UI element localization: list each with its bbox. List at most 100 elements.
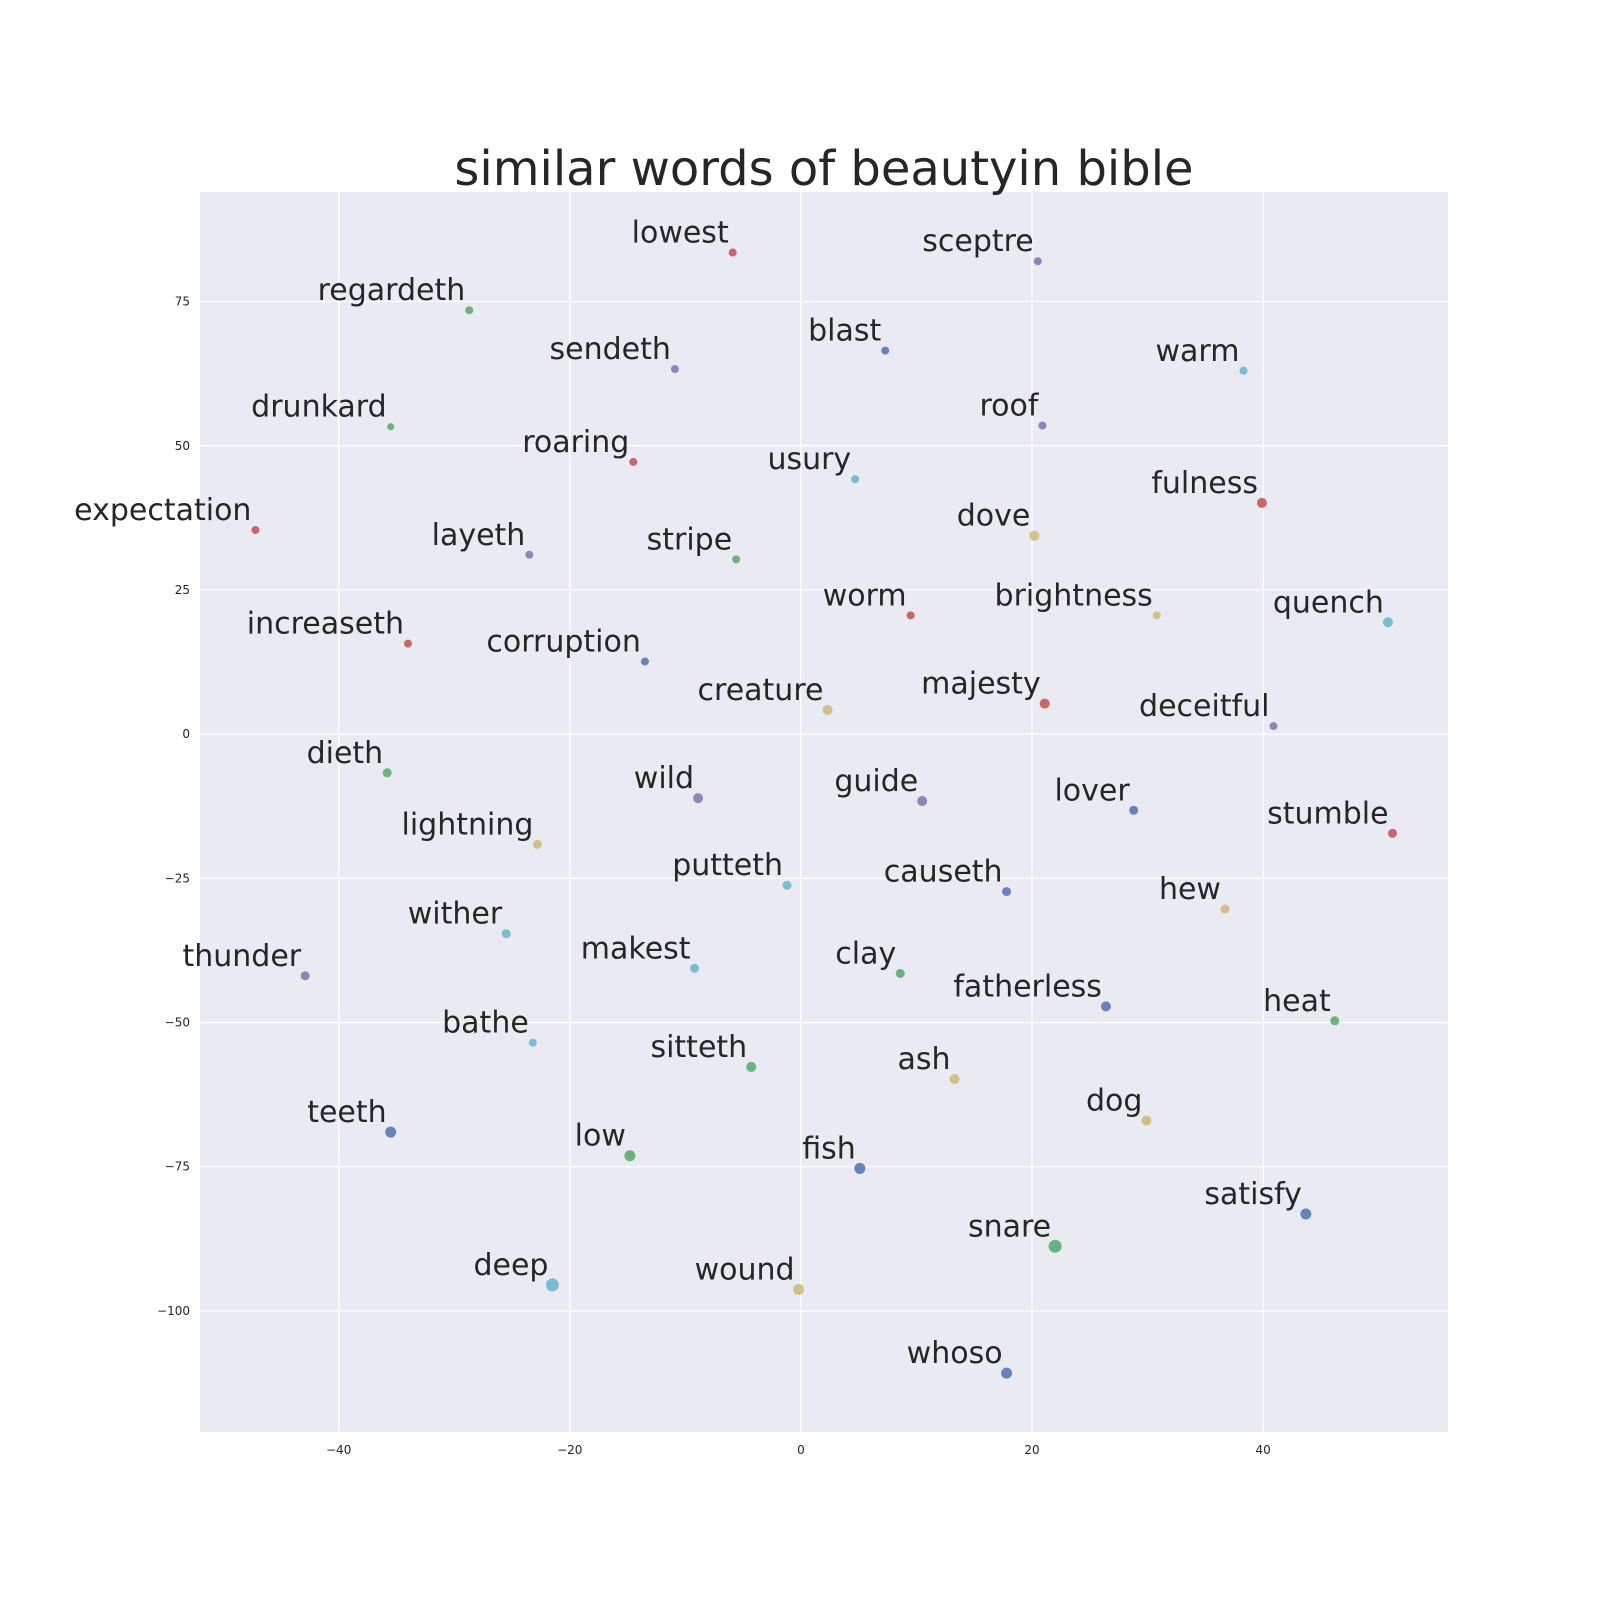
x-tick-label: 20	[1024, 1443, 1039, 1457]
data-point-sceptre	[1033, 257, 1042, 266]
y-tick-label: 50	[175, 439, 190, 453]
data-point-lover	[1129, 805, 1139, 815]
data-point-roaring	[629, 457, 638, 466]
point-label-hew: hew	[1159, 872, 1221, 907]
data-point-dog	[1141, 1115, 1152, 1126]
data-point-bathe	[528, 1038, 537, 1047]
data-point-drunkard	[387, 423, 395, 431]
point-label-creature: creature	[698, 673, 824, 708]
data-point-sitteth	[746, 1061, 757, 1072]
point-label-putteth: putteth	[672, 848, 783, 883]
y-grid-lines	[200, 300, 1448, 1312]
data-point-snare	[1048, 1239, 1062, 1253]
data-point-usury	[851, 475, 860, 484]
point-label-drunkard: drunkard	[251, 390, 386, 425]
point-label-teeth: teeth	[307, 1095, 386, 1130]
data-point-fatherless	[1100, 1001, 1111, 1012]
data-points	[251, 248, 1398, 1379]
point-label-roaring: roaring	[522, 425, 629, 460]
data-point-wound	[793, 1284, 805, 1296]
y-tick-label: −100	[157, 1304, 190, 1318]
word-labels: lowest sceptre regardeth blast sendeth warm dr…	[74, 216, 1388, 1372]
point-label-causeth: causeth	[884, 855, 1003, 890]
data-point-layeth	[525, 550, 534, 559]
point-label-usury: usury	[767, 442, 851, 477]
x-tick-label: −20	[557, 1443, 582, 1457]
point-label-layeth: layeth	[432, 518, 526, 553]
data-point-wither	[501, 929, 511, 939]
point-label-lover: lover	[1054, 773, 1130, 808]
point-label-majesty: majesty	[921, 667, 1041, 702]
point-label-wither: wither	[408, 897, 503, 932]
y-tick-label: −50	[165, 1016, 190, 1030]
point-label-expectation: expectation	[74, 493, 251, 528]
point-label-snare: snare	[968, 1209, 1051, 1244]
data-point-deceitful	[1269, 722, 1278, 731]
data-point-sendeth	[670, 365, 679, 374]
x-grid-lines	[338, 192, 1264, 1432]
y-tick-label: 25	[175, 583, 190, 597]
y-tick-label: −25	[165, 871, 190, 885]
point-label-dog: dog	[1086, 1084, 1142, 1119]
data-point-brightness	[1152, 611, 1161, 620]
data-point-dieth	[382, 768, 392, 778]
data-point-lightning	[532, 839, 542, 849]
point-label-sitteth: sitteth	[650, 1030, 747, 1065]
data-point-expectation	[251, 525, 260, 534]
data-point-teeth	[385, 1126, 397, 1138]
data-point-guide	[917, 796, 928, 807]
point-label-sceptre: sceptre	[922, 224, 1034, 259]
point-label-sendeth: sendeth	[550, 332, 671, 367]
point-label-warm: warm	[1156, 334, 1240, 369]
data-point-regardeth	[465, 306, 474, 315]
point-label-increaseth: increaseth	[247, 607, 404, 642]
data-point-causeth	[1002, 887, 1012, 897]
point-label-thunder: thunder	[183, 939, 302, 974]
x-tick-label: −40	[326, 1443, 351, 1457]
point-label-stumble: stumble	[1267, 796, 1388, 831]
point-label-wild: wild	[634, 761, 694, 796]
point-label-worm: worm	[823, 578, 907, 613]
point-label-dove: dove	[957, 499, 1031, 534]
data-point-deep	[545, 1278, 559, 1292]
data-point-wild	[693, 793, 704, 804]
point-label-fulness: fulness	[1151, 466, 1258, 501]
point-label-blast: blast	[808, 314, 881, 349]
point-label-wound: wound	[695, 1253, 795, 1288]
y-tick-label: 75	[175, 295, 190, 309]
point-label-clay: clay	[835, 936, 896, 971]
data-point-heat	[1330, 1016, 1340, 1026]
point-label-lowest: lowest	[632, 216, 729, 251]
point-label-bathe: bathe	[442, 1006, 529, 1041]
data-point-fish	[854, 1162, 866, 1174]
data-point-warm	[1239, 366, 1248, 375]
x-tick-label: 40	[1255, 1443, 1270, 1457]
data-point-worm	[906, 611, 915, 620]
data-point-stumble	[1388, 828, 1398, 838]
point-label-makest: makest	[581, 931, 691, 966]
point-label-ash: ash	[898, 1042, 951, 1077]
y-tick-label: 0	[182, 727, 190, 741]
point-label-heat: heat	[1263, 984, 1331, 1019]
point-label-regardeth: regardeth	[318, 273, 466, 308]
data-point-majesty	[1039, 698, 1050, 709]
data-point-lowest	[728, 248, 737, 257]
point-label-fish: fish	[802, 1131, 856, 1166]
point-label-roof: roof	[979, 389, 1039, 424]
point-label-guide: guide	[834, 764, 918, 799]
data-point-quench	[1382, 617, 1393, 628]
y-tick-labels: 75 50 25 0 −25 −50 −75 −100	[157, 295, 190, 1318]
point-label-corruption: corruption	[486, 624, 641, 659]
plot-background	[200, 192, 1448, 1432]
point-label-whoso: whoso	[907, 1336, 1003, 1371]
point-label-brightness: brightness	[995, 578, 1153, 613]
x-tick-label: 0	[797, 1443, 805, 1457]
point-label-deep: deep	[473, 1248, 548, 1283]
chart-title: similar words of beautyin bible	[454, 141, 1193, 197]
data-point-whoso	[1001, 1367, 1013, 1379]
point-label-quench: quench	[1273, 585, 1384, 620]
point-label-deceitful: deceitful	[1139, 689, 1269, 724]
data-point-roof	[1038, 421, 1047, 430]
data-point-stripe	[732, 555, 741, 564]
